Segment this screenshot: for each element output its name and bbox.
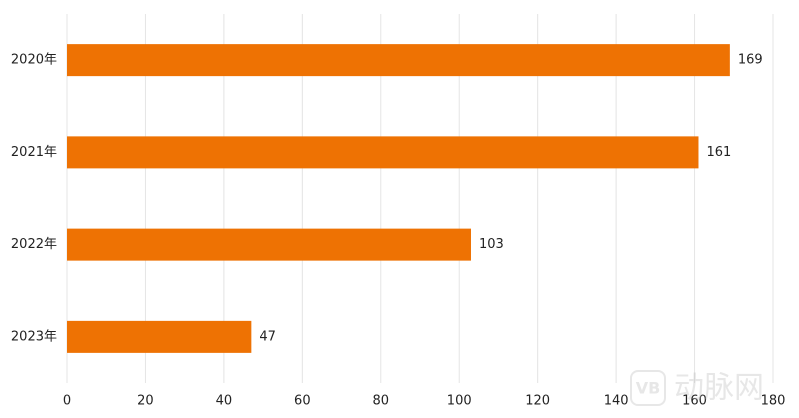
y-tick-label: 2020年 (11, 53, 57, 68)
watermark: VB 动脉网 (630, 370, 764, 406)
bar (67, 228, 471, 261)
value-label: 169 (738, 53, 763, 68)
x-tick-label: 120 (525, 394, 550, 409)
bar (67, 136, 699, 169)
watermark-logo-box (630, 370, 666, 406)
y-tick-label: 2023年 (11, 329, 57, 344)
value-label: 103 (479, 237, 504, 252)
x-tick-label: 100 (447, 394, 472, 409)
bar (67, 44, 730, 77)
value-label: 161 (706, 145, 731, 160)
bar (67, 320, 252, 353)
x-tick-label: 180 (761, 394, 786, 409)
x-tick-label: 20 (137, 394, 154, 409)
watermark-logo: VB (636, 379, 661, 398)
watermark-text: 动脉网 (674, 371, 764, 406)
x-tick-label: 80 (373, 394, 390, 409)
x-tick-label: 40 (216, 394, 233, 409)
x-tick-label: 140 (604, 394, 629, 409)
x-tick-label: 160 (682, 394, 707, 409)
x-tick-label: 0 (63, 394, 71, 409)
y-tick-label: 2021年 (11, 145, 57, 160)
y-tick-label: 2022年 (11, 237, 57, 252)
value-label: 47 (259, 329, 276, 344)
x-tick-label: 60 (294, 394, 311, 409)
